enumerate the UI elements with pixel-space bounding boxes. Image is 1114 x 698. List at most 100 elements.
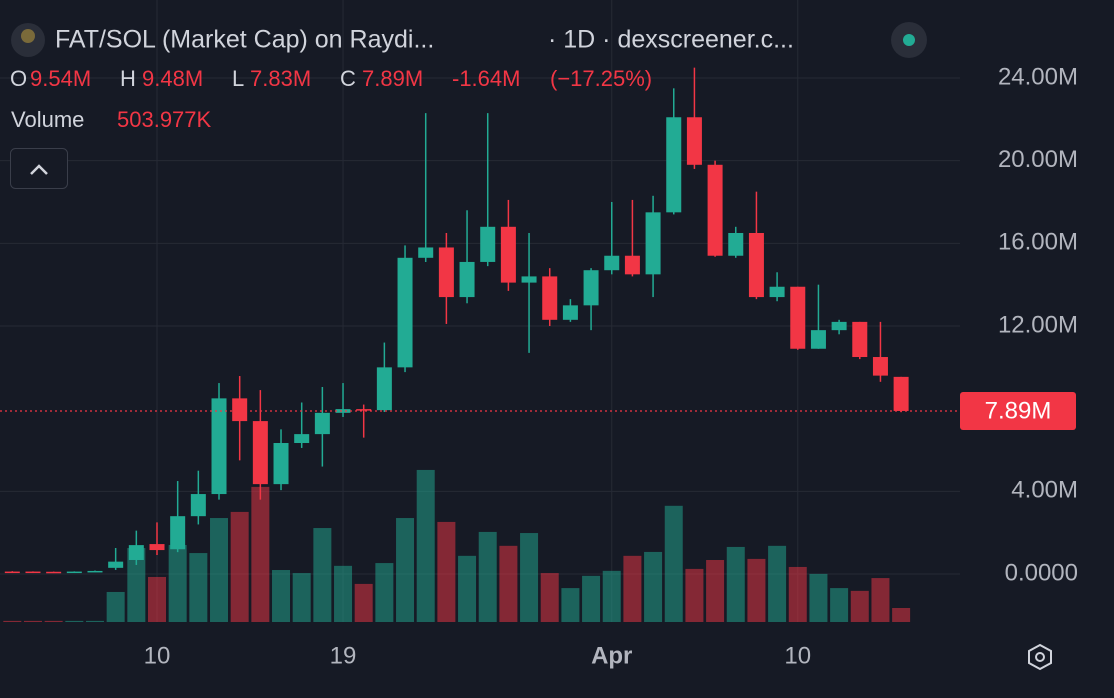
candle-body bbox=[66, 571, 82, 574]
volume-bar bbox=[354, 583, 373, 622]
y-tick-label: 20.00M bbox=[998, 146, 1078, 173]
last-price-box bbox=[960, 391, 1076, 430]
candle-body bbox=[397, 257, 413, 368]
candle-body bbox=[314, 412, 330, 435]
axis-layer: 0.0000 4.00M 12.00M 16.00M 20.00M 24.00M 10 19 A… bbox=[0, 63, 1078, 669]
volume-bar bbox=[106, 591, 125, 622]
candle-body bbox=[190, 494, 206, 517]
volume-bar bbox=[582, 575, 601, 622]
x-tick-label: 10 bbox=[784, 642, 811, 669]
token-icon-face bbox=[21, 29, 35, 43]
legend-change-pct: (−17.25%) bbox=[550, 66, 652, 91]
volume-bar bbox=[375, 563, 394, 622]
candle-body bbox=[335, 409, 351, 413]
volume-bar bbox=[664, 505, 683, 622]
legend-value: 9.54M bbox=[30, 66, 91, 91]
volume-bar bbox=[251, 486, 270, 622]
candle-body bbox=[170, 516, 186, 550]
candle-body bbox=[624, 255, 640, 275]
volume-bar bbox=[830, 588, 849, 622]
last-price-label: 7.89M bbox=[985, 397, 1052, 424]
y-tick-label: 16.00M bbox=[998, 229, 1078, 256]
volume-bar bbox=[747, 558, 766, 622]
volume-bar bbox=[458, 555, 477, 622]
settings-icon-center bbox=[1035, 652, 1045, 662]
candle-body bbox=[666, 117, 682, 213]
candle-body bbox=[500, 226, 516, 283]
volume-bar bbox=[706, 560, 725, 622]
legend-value: 7.83M bbox=[250, 66, 311, 91]
candle-body bbox=[872, 357, 888, 376]
candle-body bbox=[893, 376, 909, 411]
volume-bar bbox=[768, 545, 787, 622]
volume-bar bbox=[85, 620, 104, 622]
volume-bar bbox=[478, 531, 497, 622]
candle-body bbox=[645, 212, 661, 275]
volume-bar bbox=[644, 551, 663, 622]
x-tick-label: 19 bbox=[330, 642, 357, 669]
volume-bar bbox=[416, 469, 435, 622]
legend-letter: O bbox=[10, 66, 27, 91]
volume-bar bbox=[65, 620, 84, 622]
legend-letter: C bbox=[340, 66, 356, 91]
candle-body bbox=[294, 434, 310, 444]
candle-body bbox=[273, 443, 289, 485]
volume-bar bbox=[230, 511, 249, 622]
volume-bar bbox=[127, 548, 146, 622]
volume-bar bbox=[168, 544, 187, 622]
candle-layer bbox=[4, 67, 909, 574]
volume-bar bbox=[148, 576, 166, 622]
legend-letter: L bbox=[232, 66, 244, 91]
volume-bar bbox=[334, 565, 353, 622]
volume-bar bbox=[623, 555, 642, 622]
volume-bar bbox=[685, 568, 704, 622]
candle-body bbox=[4, 571, 20, 574]
candle-body bbox=[790, 286, 806, 349]
candle-body bbox=[748, 233, 764, 298]
volume-bar bbox=[540, 573, 559, 622]
candle-body bbox=[562, 305, 578, 320]
candle-body bbox=[25, 571, 41, 574]
candle-body bbox=[459, 261, 475, 298]
volume-bar bbox=[437, 521, 456, 622]
settings-icon[interactable] bbox=[1028, 643, 1052, 671]
candle-body bbox=[211, 398, 227, 495]
volume-value: 503.977K bbox=[117, 107, 212, 132]
volume-layer bbox=[3, 469, 911, 622]
volume-bar bbox=[23, 620, 42, 622]
volume-bar bbox=[272, 570, 291, 622]
volume-bar bbox=[871, 578, 890, 622]
legend-value: 7.89M bbox=[362, 66, 423, 91]
candle-body bbox=[604, 255, 620, 271]
candle-body bbox=[521, 276, 537, 283]
status-dot bbox=[903, 34, 915, 46]
x-tick-label: Apr bbox=[591, 642, 632, 669]
y-tick-label: 0.0000 bbox=[1005, 559, 1078, 586]
volume-bar bbox=[3, 620, 22, 622]
candle-body bbox=[46, 571, 62, 574]
y-tick-label: 24.00M bbox=[998, 63, 1078, 90]
candle-body bbox=[686, 117, 702, 165]
volume-bar bbox=[726, 546, 745, 622]
candle-body bbox=[728, 233, 744, 256]
volume-bar bbox=[809, 573, 828, 622]
candle-body bbox=[252, 421, 268, 485]
candle-body bbox=[480, 226, 496, 262]
volume-bar bbox=[313, 528, 332, 622]
collapse-button[interactable] bbox=[10, 148, 68, 189]
candle-body bbox=[852, 321, 868, 358]
volume-bar bbox=[189, 553, 208, 622]
candle-body bbox=[810, 330, 826, 349]
candle-body bbox=[438, 247, 454, 298]
volume-bar bbox=[788, 566, 807, 622]
candle-body bbox=[418, 247, 434, 258]
candle-body bbox=[542, 276, 558, 320]
volume-bar bbox=[396, 518, 415, 622]
volume-bar bbox=[561, 588, 580, 622]
legend-change: -1.64M bbox=[452, 66, 520, 91]
candle-body bbox=[149, 544, 165, 551]
candle-body bbox=[707, 164, 723, 256]
candle-body bbox=[87, 570, 103, 573]
volume-bar bbox=[499, 545, 518, 622]
